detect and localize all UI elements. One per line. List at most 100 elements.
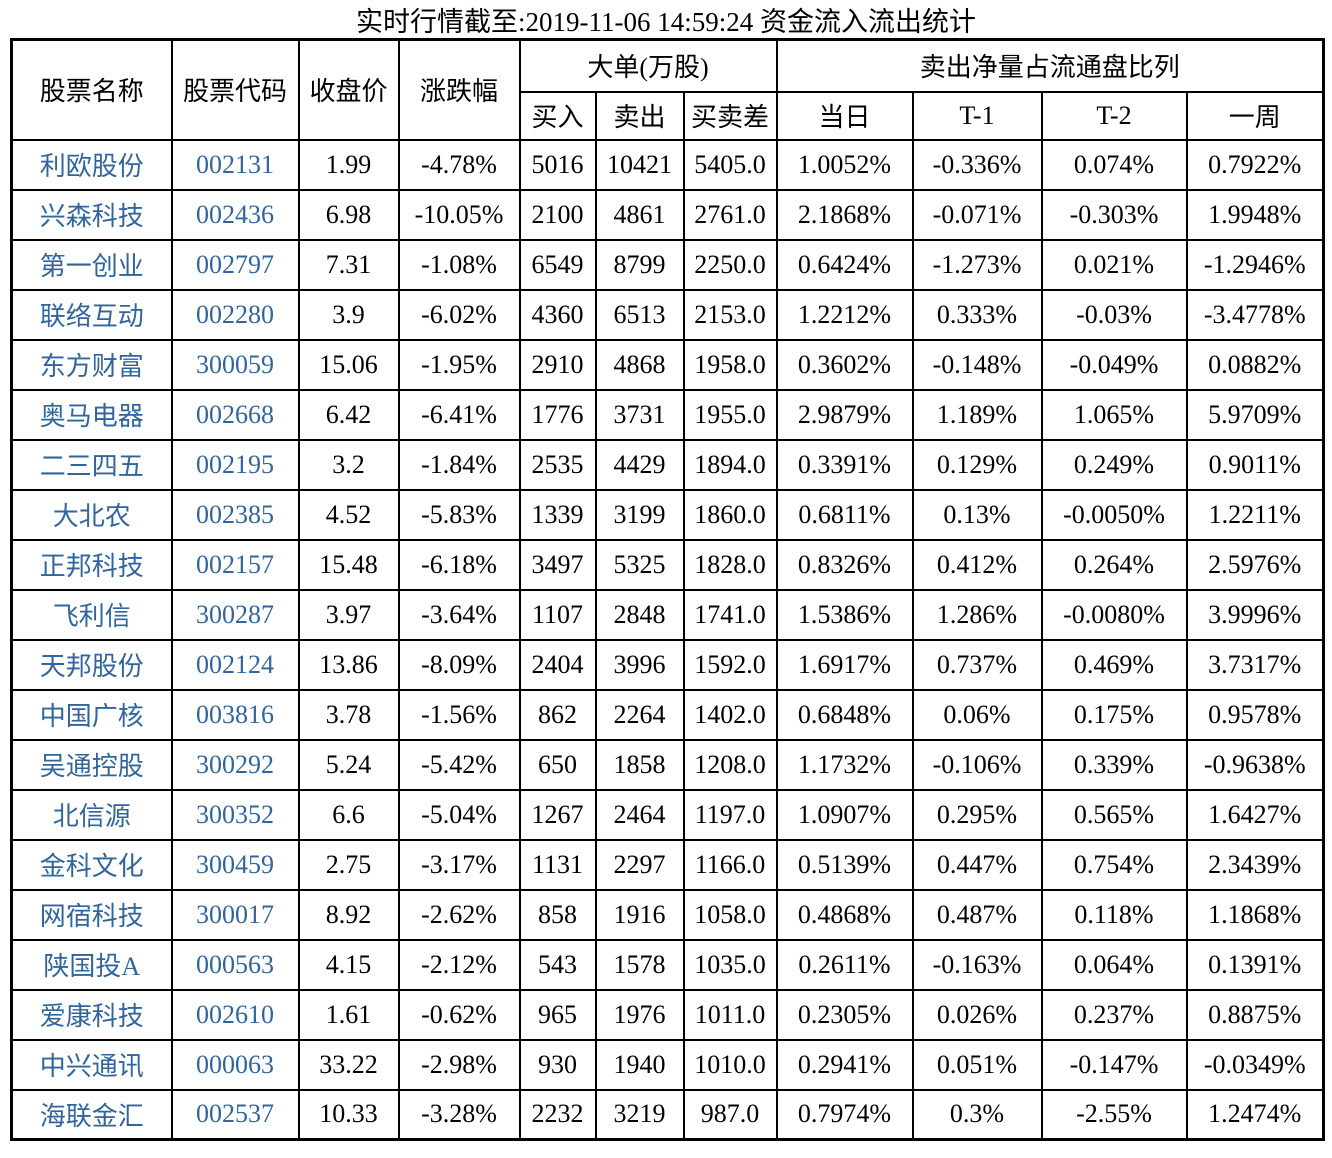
cell-stock-name: 中国广核 xyxy=(10,688,173,741)
cell-buy-sell-diff: 1011.0 xyxy=(682,988,778,1041)
cell-close-price: 13.86 xyxy=(297,638,400,691)
cell-ratio-today: 1.0052% xyxy=(775,138,914,191)
cell-buy-sell-diff: 2250.0 xyxy=(682,238,778,291)
col-group-header-net-sell-ratio: 卖出净量占流通盘比列 xyxy=(775,38,1325,93)
cell-ratio-t-minus-2: 0.565% xyxy=(1040,788,1188,841)
cell-big-order-sell: 4868 xyxy=(594,338,685,391)
table-row: 兴森科技 002436 6.98 -10.05% 2100 4861 2761.… xyxy=(10,188,1325,241)
cell-ratio-today: 1.2212% xyxy=(775,288,914,341)
cell-ratio-t-minus-2: 0.339% xyxy=(1040,738,1188,791)
cell-big-order-sell: 4429 xyxy=(594,438,685,491)
cell-big-order-sell: 10421 xyxy=(594,138,685,191)
cell-change-pct: -0.62% xyxy=(397,988,521,1041)
cell-stock-code: 002280 xyxy=(170,288,300,341)
cell-stock-code: 300292 xyxy=(170,738,300,791)
cell-close-price: 1.61 xyxy=(297,988,400,1041)
cell-big-order-buy: 2535 xyxy=(518,438,597,491)
cell-ratio-t-minus-1: -0.106% xyxy=(911,738,1043,791)
table-row: 中兴通讯 000063 33.22 -2.98% 930 1940 1010.0… xyxy=(10,1038,1325,1091)
table-row: 利欧股份 002131 1.99 -4.78% 5016 10421 5405.… xyxy=(10,138,1325,191)
cell-stock-code: 300017 xyxy=(170,888,300,941)
cell-ratio-one-week: 3.7317% xyxy=(1185,638,1325,691)
cell-big-order-buy: 862 xyxy=(518,688,597,741)
cell-ratio-t-minus-1: 1.286% xyxy=(911,588,1043,641)
cell-ratio-t-minus-2: -2.55% xyxy=(1040,1088,1188,1141)
cell-big-order-sell: 1916 xyxy=(594,888,685,941)
cell-big-order-sell: 3731 xyxy=(594,388,685,441)
cell-stock-code: 002385 xyxy=(170,488,300,541)
cell-close-price: 5.24 xyxy=(297,738,400,791)
cell-stock-name: 天邦股份 xyxy=(10,638,173,691)
cell-buy-sell-diff: 2761.0 xyxy=(682,188,778,241)
cell-stock-name: 金科文化 xyxy=(10,838,173,891)
cell-stock-code: 002131 xyxy=(170,138,300,191)
cell-ratio-today: 1.1732% xyxy=(775,738,914,791)
cell-change-pct: -8.09% xyxy=(397,638,521,691)
cell-change-pct: -1.84% xyxy=(397,438,521,491)
cell-close-price: 6.98 xyxy=(297,188,400,241)
cell-change-pct: -1.56% xyxy=(397,688,521,741)
cell-ratio-t-minus-2: 0.754% xyxy=(1040,838,1188,891)
cell-stock-name: 二三四五 xyxy=(10,438,173,491)
table-header: 股票名称 股票代码 收盘价 涨跌幅 大单(万股) 卖出净量占流通盘比列 买入 卖… xyxy=(10,38,1325,141)
cell-stock-code: 300459 xyxy=(170,838,300,891)
table-row: 中国广核 003816 3.78 -1.56% 862 2264 1402.0 … xyxy=(10,688,1325,741)
cell-ratio-t-minus-2: -0.049% xyxy=(1040,338,1188,391)
cell-stock-name: 陕国投A xyxy=(10,938,173,991)
cell-stock-code: 300352 xyxy=(170,788,300,841)
cell-ratio-one-week: 2.3439% xyxy=(1185,838,1325,891)
cell-stock-name: 中兴通讯 xyxy=(10,1038,173,1091)
col-header-buy: 买入 xyxy=(518,90,597,141)
cell-close-price: 1.99 xyxy=(297,138,400,191)
table-row: 第一创业 002797 7.31 -1.08% 6549 8799 2250.0… xyxy=(10,238,1325,291)
cell-ratio-t-minus-2: 0.064% xyxy=(1040,938,1188,991)
cell-close-price: 3.9 xyxy=(297,288,400,341)
cell-big-order-buy: 965 xyxy=(518,988,597,1041)
cell-ratio-today: 2.1868% xyxy=(775,188,914,241)
cell-ratio-one-week: 3.9996% xyxy=(1185,588,1325,641)
cell-ratio-t-minus-2: 1.065% xyxy=(1040,388,1188,441)
cell-stock-code: 002797 xyxy=(170,238,300,291)
cell-stock-code: 003816 xyxy=(170,688,300,741)
cell-ratio-today: 0.6848% xyxy=(775,688,914,741)
cell-big-order-buy: 6549 xyxy=(518,238,597,291)
col-header-buy-sell-diff: 买卖差 xyxy=(682,90,778,141)
cell-ratio-today: 1.0907% xyxy=(775,788,914,841)
cell-stock-name: 海联金汇 xyxy=(10,1088,173,1141)
cell-buy-sell-diff: 1197.0 xyxy=(682,788,778,841)
cell-big-order-buy: 2100 xyxy=(518,188,597,241)
table-row: 吴通控股 300292 5.24 -5.42% 650 1858 1208.0 … xyxy=(10,738,1325,791)
col-header-one-week: 一周 xyxy=(1185,90,1325,141)
cell-ratio-one-week: -0.9638% xyxy=(1185,738,1325,791)
table-row: 正邦科技 002157 15.48 -6.18% 3497 5325 1828.… xyxy=(10,538,1325,591)
cell-change-pct: -1.08% xyxy=(397,238,521,291)
cell-stock-code: 002157 xyxy=(170,538,300,591)
cell-ratio-one-week: 0.1391% xyxy=(1185,938,1325,991)
cell-ratio-t-minus-2: 0.021% xyxy=(1040,238,1188,291)
cell-stock-code: 002436 xyxy=(170,188,300,241)
cell-stock-code: 300059 xyxy=(170,338,300,391)
cell-buy-sell-diff: 1035.0 xyxy=(682,938,778,991)
cell-buy-sell-diff: 1828.0 xyxy=(682,538,778,591)
cell-big-order-buy: 1339 xyxy=(518,488,597,541)
cell-ratio-t-minus-1: 0.487% xyxy=(911,888,1043,941)
cell-stock-code: 000563 xyxy=(170,938,300,991)
cell-ratio-one-week: 1.6427% xyxy=(1185,788,1325,841)
cell-big-order-sell: 3219 xyxy=(594,1088,685,1141)
cell-buy-sell-diff: 1592.0 xyxy=(682,638,778,691)
cell-big-order-sell: 1976 xyxy=(594,988,685,1041)
cell-ratio-t-minus-2: 0.118% xyxy=(1040,888,1188,941)
cell-ratio-t-minus-2: 0.074% xyxy=(1040,138,1188,191)
col-header-today: 当日 xyxy=(775,90,914,141)
cell-change-pct: -5.83% xyxy=(397,488,521,541)
cell-big-order-buy: 543 xyxy=(518,938,597,991)
cell-ratio-one-week: 0.0882% xyxy=(1185,338,1325,391)
cell-ratio-t-minus-1: 0.333% xyxy=(911,288,1043,341)
col-header-stock-code: 股票代码 xyxy=(170,38,300,141)
cell-change-pct: -2.62% xyxy=(397,888,521,941)
cell-buy-sell-diff: 987.0 xyxy=(682,1088,778,1141)
cell-big-order-sell: 1940 xyxy=(594,1038,685,1091)
cell-change-pct: -3.28% xyxy=(397,1088,521,1141)
cell-big-order-buy: 650 xyxy=(518,738,597,791)
